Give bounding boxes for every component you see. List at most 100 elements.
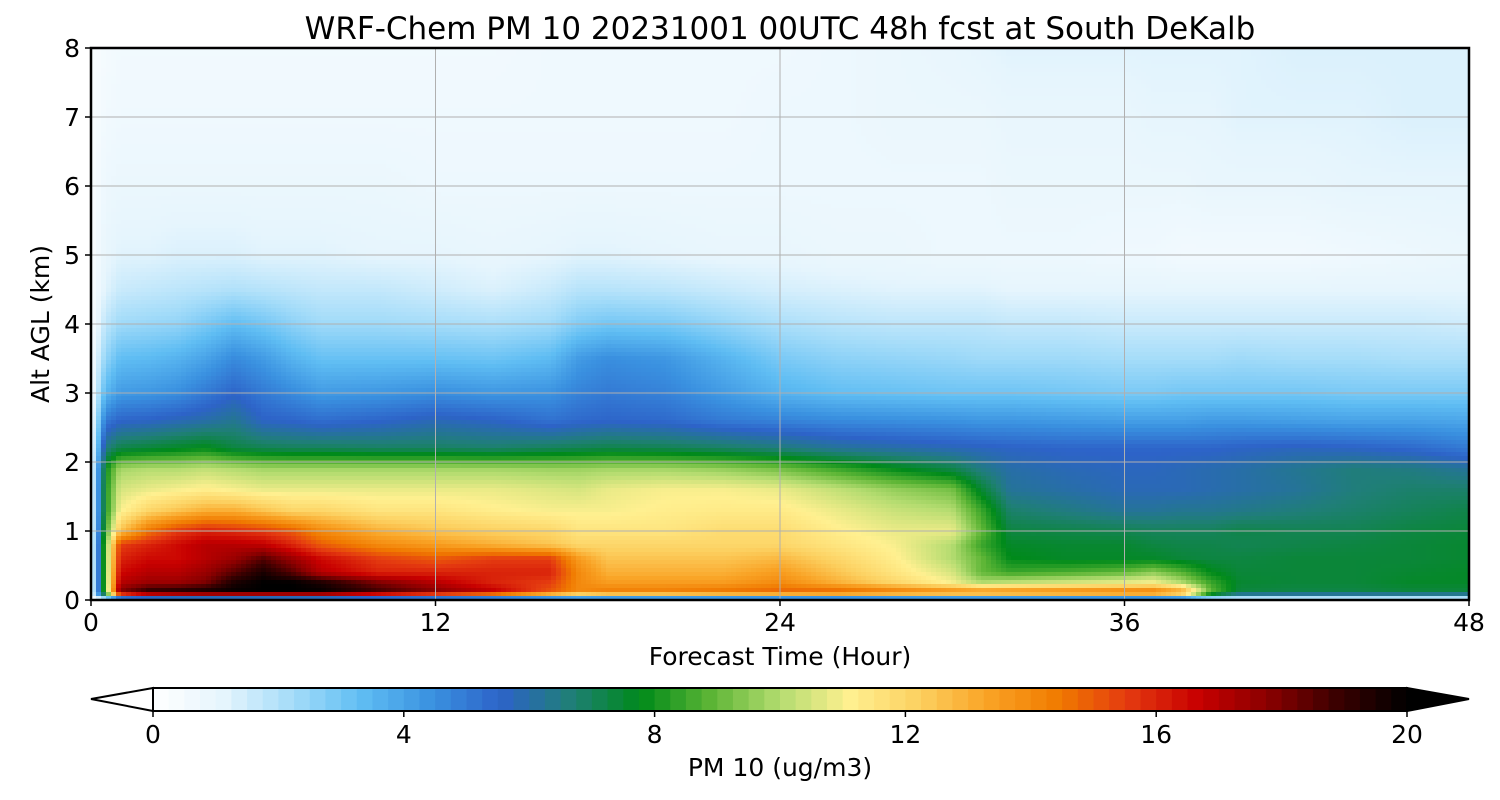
heatmap-cell [376, 60, 382, 65]
heatmap-cell [901, 84, 907, 89]
heatmap-cell [726, 52, 732, 57]
heatmap-cell [766, 72, 772, 77]
heatmap-cell [681, 52, 687, 57]
heatmap-cell [871, 52, 877, 57]
heatmap-cell [1451, 60, 1457, 65]
heatmap-cell [1286, 72, 1292, 77]
heatmap-cell [556, 80, 562, 85]
heatmap-cell [936, 68, 942, 73]
heatmap-cell [1101, 72, 1107, 77]
heatmap-cell [1051, 72, 1057, 77]
heatmap-cell [976, 88, 982, 93]
heatmap-cell [746, 56, 752, 61]
heatmap-cell [1161, 72, 1167, 77]
heatmap-cell [556, 60, 562, 65]
heatmap-cell [656, 76, 662, 81]
heatmap-cell [1156, 60, 1162, 65]
heatmap-cell [426, 76, 432, 81]
heatmap-cell [921, 88, 927, 93]
heatmap-cell [1071, 52, 1077, 57]
heatmap-cell [216, 84, 222, 89]
heatmap-cell [366, 56, 372, 61]
heatmap-cell [181, 80, 187, 85]
heatmap-cell [1066, 80, 1072, 85]
heatmap-cell [481, 76, 487, 81]
heatmap-cell [761, 84, 767, 89]
heatmap-cell [996, 88, 1002, 93]
heatmap-cell [1361, 60, 1367, 65]
heatmap-cell [366, 88, 372, 93]
heatmap-cell [831, 56, 837, 61]
heatmap-cell [1256, 68, 1262, 73]
heatmap-cell [1431, 80, 1437, 85]
heatmap-cell [881, 56, 887, 61]
heatmap-cell [101, 56, 107, 61]
heatmap-cell [1316, 52, 1322, 57]
heatmap-cell [1151, 76, 1157, 81]
heatmap-cell [1261, 80, 1267, 85]
heatmap-cell [1321, 72, 1327, 77]
heatmap-cell [321, 76, 327, 81]
heatmap-cell [796, 56, 802, 61]
heatmap-cell [821, 64, 827, 69]
heatmap-cell [1236, 72, 1242, 77]
heatmap-cell [346, 84, 352, 89]
heatmap-cell [1141, 76, 1147, 81]
heatmap-cell [741, 84, 747, 89]
heatmap-cell [271, 56, 277, 61]
heatmap-cell [366, 80, 372, 85]
heatmap-cell [646, 84, 652, 89]
heatmap-cell [266, 72, 272, 77]
heatmap-cell [101, 76, 107, 81]
heatmap-cell [626, 80, 632, 85]
heatmap-cell [451, 80, 457, 85]
heatmap-cell [546, 52, 552, 57]
heatmap-cell [596, 60, 602, 65]
heatmap-cell [156, 52, 162, 57]
heatmap-cell [981, 60, 987, 65]
heatmap-cell [1426, 56, 1432, 61]
heatmap-cell [756, 52, 762, 57]
heatmap-cell [1361, 68, 1367, 73]
heatmap-cell [336, 56, 342, 61]
heatmap-cell [1306, 60, 1312, 65]
heatmap-cell [476, 84, 482, 89]
heatmap-cell [206, 56, 212, 61]
heatmap-cell [561, 72, 567, 77]
heatmap-cell [1151, 84, 1157, 89]
heatmap-cell [656, 60, 662, 65]
heatmap-cell [741, 64, 747, 69]
heatmap-cell [806, 64, 812, 69]
heatmap-cell [256, 84, 262, 89]
heatmap-cell [311, 56, 317, 61]
heatmap-cell [1116, 72, 1122, 77]
heatmap-cell [706, 72, 712, 77]
heatmap-cell [756, 72, 762, 77]
heatmap-cell [906, 52, 912, 57]
heatmap-cell [121, 88, 127, 93]
heatmap-cell [411, 88, 417, 93]
heatmap-cell [311, 84, 317, 89]
heatmap-cell [541, 88, 547, 93]
heatmap-cell [711, 72, 717, 77]
heatmap-cell [1421, 80, 1427, 85]
heatmap-cell [936, 76, 942, 81]
heatmap-cell [1386, 84, 1392, 89]
heatmap-cell [951, 52, 957, 57]
heatmap-cell [1376, 68, 1382, 73]
heatmap-cell [126, 76, 132, 81]
heatmap-cell [891, 60, 897, 65]
heatmap-cell [551, 76, 557, 81]
heatmap-cell [171, 88, 177, 93]
heatmap-cell [521, 52, 527, 57]
heatmap-cell [1216, 52, 1222, 57]
heatmap-cell [1006, 60, 1012, 65]
heatmap-cell [166, 56, 172, 61]
heatmap-cell [1026, 84, 1032, 89]
heatmap-cell [151, 88, 157, 93]
heatmap-cell [551, 80, 557, 85]
heatmap-cell [1246, 76, 1252, 81]
heatmap-cell [361, 88, 367, 93]
heatmap-cell [116, 88, 122, 93]
heatmap-cell [906, 76, 912, 81]
